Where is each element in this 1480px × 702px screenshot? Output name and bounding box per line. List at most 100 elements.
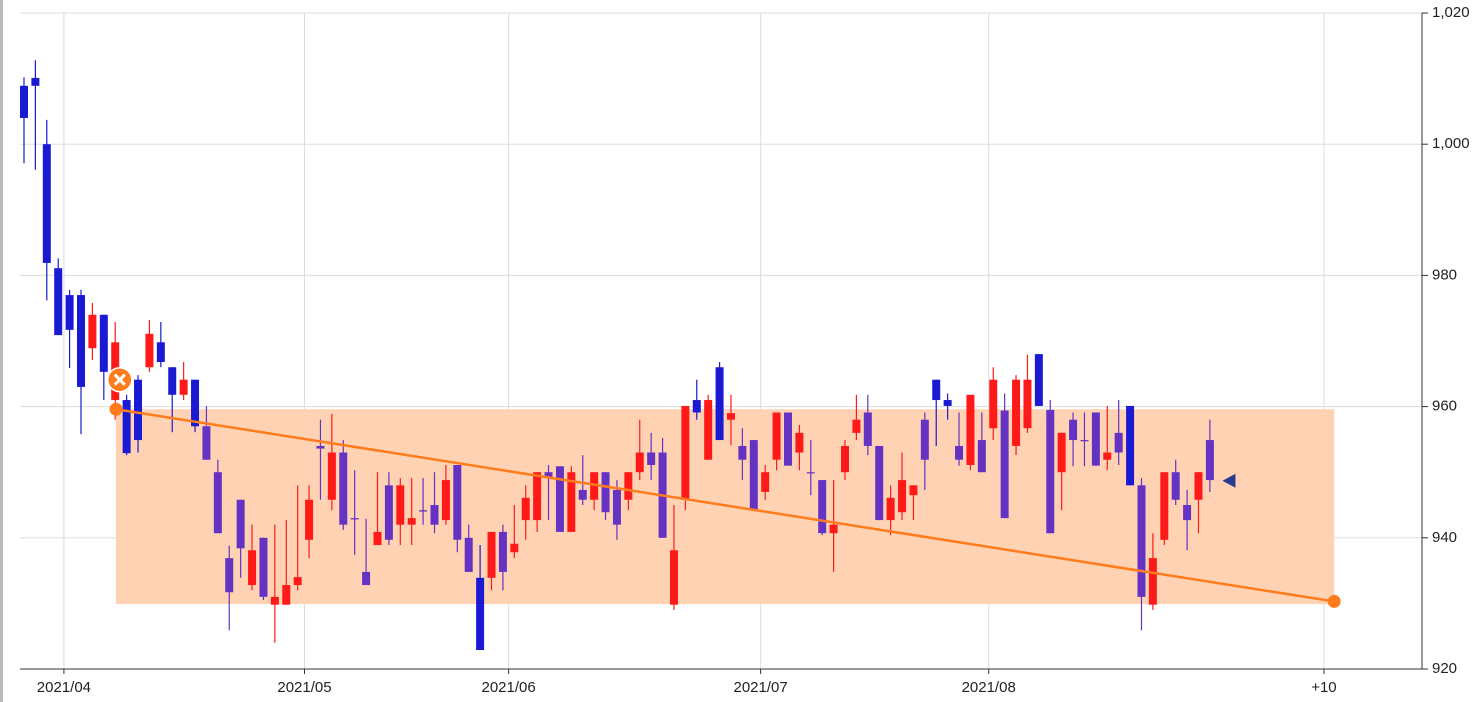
candle-body (669, 550, 678, 605)
candle-body (818, 480, 827, 534)
candle-body (955, 445, 964, 460)
candle-body (829, 524, 838, 534)
y-tick-label: 1,020 (1432, 4, 1470, 21)
candle-body (601, 472, 610, 513)
candle-body (1057, 432, 1066, 473)
candle-body (373, 531, 382, 546)
candle-body (236, 499, 245, 549)
candle-body (567, 472, 576, 532)
candle-body (453, 464, 462, 540)
candle-body (42, 144, 51, 263)
candle-body (168, 367, 177, 395)
candle-body (726, 413, 735, 420)
candle-body (1183, 505, 1192, 521)
trendline-handle (1327, 594, 1341, 608)
candle-body (510, 543, 519, 553)
y-tick-label: 960 (1432, 398, 1457, 415)
candle-body (1205, 440, 1214, 481)
candle-body (441, 480, 450, 521)
candle-body (19, 85, 28, 118)
candle-body (498, 531, 507, 572)
candle-body (179, 379, 188, 395)
candle-body (430, 505, 439, 525)
cross-marker-x (113, 373, 126, 386)
candle-body (715, 367, 724, 441)
x-tick-label: 2021/07 (734, 679, 788, 696)
candle-body (54, 268, 63, 336)
candle-body (213, 472, 222, 534)
candle-body (1046, 409, 1055, 534)
candle-body (898, 480, 907, 513)
candle-body (1194, 472, 1203, 500)
candle-body (270, 596, 279, 605)
candle-body (1126, 405, 1135, 486)
candle-body (316, 445, 325, 449)
candle-body (339, 452, 348, 525)
candle-body (943, 400, 952, 406)
candle-body (578, 489, 587, 500)
candle-body (1137, 485, 1146, 597)
last-price-marker (1222, 473, 1236, 488)
candle-body (1012, 379, 1021, 446)
candle-body (590, 472, 599, 500)
candle-body (772, 412, 781, 460)
candle-body (692, 400, 701, 413)
candle-body (1114, 432, 1123, 453)
candle-body (396, 485, 405, 525)
candle-body (624, 472, 633, 500)
candle-body (407, 518, 416, 525)
candle-body (1034, 354, 1043, 406)
candle-body (932, 379, 941, 401)
candle-body (681, 405, 690, 500)
candle-body (977, 440, 986, 473)
candle-body (282, 585, 291, 605)
y-tick-label: 940 (1432, 529, 1457, 546)
candle-body (647, 452, 656, 465)
candle-body (612, 489, 621, 525)
candle-body (88, 314, 97, 349)
trendline-handle (109, 402, 123, 416)
candle-body (852, 419, 861, 433)
candle-body (384, 485, 393, 540)
candle-body (99, 314, 108, 372)
candle-body (362, 571, 371, 586)
candle-body (476, 577, 485, 650)
candle-body (1080, 440, 1089, 442)
candle-body (1148, 558, 1157, 605)
candle-body (783, 412, 792, 466)
candle-body (533, 472, 542, 521)
candle-body (65, 295, 74, 330)
y-tick-label: 980 (1432, 266, 1457, 283)
candle-body (1160, 472, 1169, 540)
candle-body (761, 472, 770, 492)
candle-body (487, 531, 496, 578)
candle-body (225, 558, 234, 593)
candle-body (544, 472, 553, 479)
candle-body (1023, 379, 1032, 429)
candle-body (259, 537, 268, 597)
candle-body (966, 394, 975, 465)
candle-body (191, 379, 200, 427)
candle-body (886, 497, 895, 521)
candle-body (1000, 410, 1009, 519)
candle-body (863, 412, 872, 446)
candle-body (350, 518, 359, 520)
candle-body (806, 472, 815, 474)
x-tick-label: 2021/06 (482, 679, 536, 696)
y-tick-label: 1,000 (1432, 135, 1470, 152)
candle-body (1171, 472, 1180, 500)
candle-body (1103, 452, 1112, 460)
candle-body (419, 510, 428, 512)
candle-body (875, 445, 884, 521)
candle-body (305, 499, 314, 540)
candle-body (1069, 419, 1078, 441)
candle-body (635, 452, 644, 473)
candle-body (989, 379, 998, 429)
candle-body (749, 440, 758, 511)
candle-body (327, 452, 336, 500)
candle-body (521, 497, 530, 521)
trendline (115, 407, 1335, 603)
x-tick-label: 2021/08 (962, 679, 1016, 696)
candle-body (1091, 412, 1100, 466)
candle-body (738, 445, 747, 460)
